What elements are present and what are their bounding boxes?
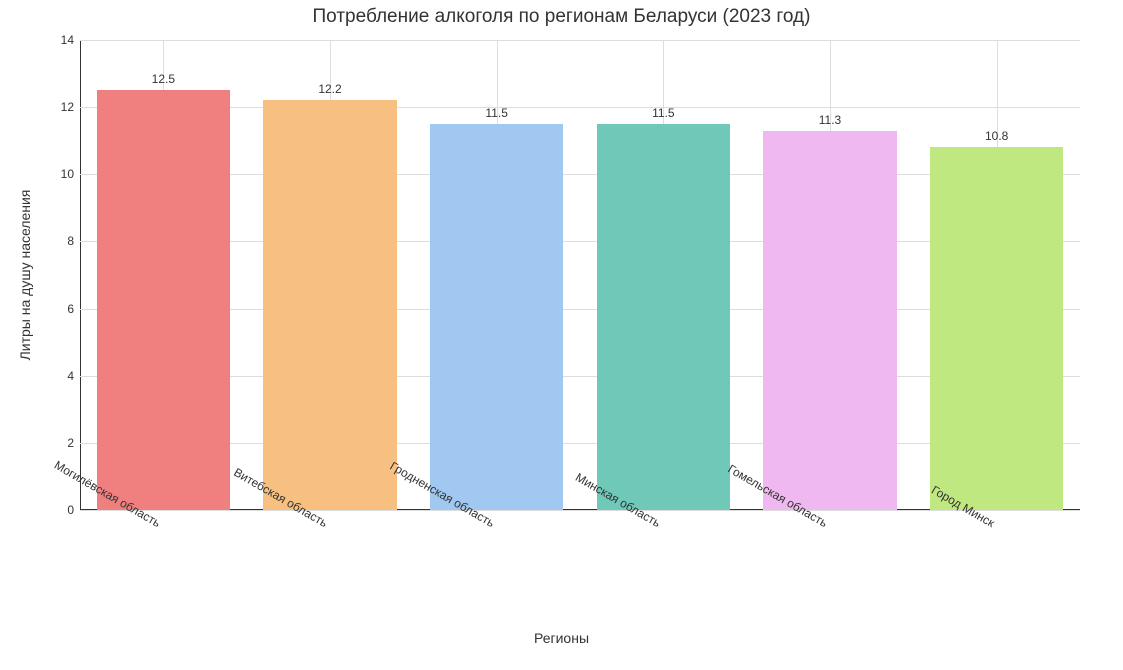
bar xyxy=(97,90,230,510)
x-axis-label: Регионы xyxy=(0,630,1123,646)
bar-value-label: 11.5 xyxy=(652,106,674,120)
y-axis-label: Литры на душу населения xyxy=(17,190,33,361)
y-tick-label: 6 xyxy=(67,302,80,316)
y-tick-label: 0 xyxy=(67,503,80,517)
gridline-y xyxy=(80,40,1080,41)
y-tick-label: 12 xyxy=(61,100,80,114)
chart-container: Потребление алкоголя по регионам Беларус… xyxy=(0,0,1123,670)
chart-title: Потребление алкоголя по регионам Беларус… xyxy=(0,6,1123,28)
axis-spine-left xyxy=(80,40,81,510)
bar-value-label: 10.8 xyxy=(985,129,1008,143)
bar-value-label: 11.3 xyxy=(819,113,841,127)
bar-value-label: 12.5 xyxy=(152,72,175,86)
bar xyxy=(430,124,563,510)
gridline-y xyxy=(80,107,1080,108)
bar xyxy=(597,124,730,510)
y-tick-label: 10 xyxy=(61,167,80,181)
gridline-y xyxy=(80,510,1080,511)
bar xyxy=(763,131,896,510)
y-tick-label: 2 xyxy=(67,436,80,450)
bar xyxy=(263,100,396,510)
y-tick-label: 8 xyxy=(67,234,80,248)
bar-value-label: 11.5 xyxy=(485,106,507,120)
y-tick-label: 4 xyxy=(67,369,80,383)
bar xyxy=(930,147,1063,510)
plot-area: 0246810121412.5Могилёвская область12.2Ви… xyxy=(80,40,1080,510)
bar-value-label: 12.2 xyxy=(318,82,341,96)
y-tick-label: 14 xyxy=(61,33,80,47)
